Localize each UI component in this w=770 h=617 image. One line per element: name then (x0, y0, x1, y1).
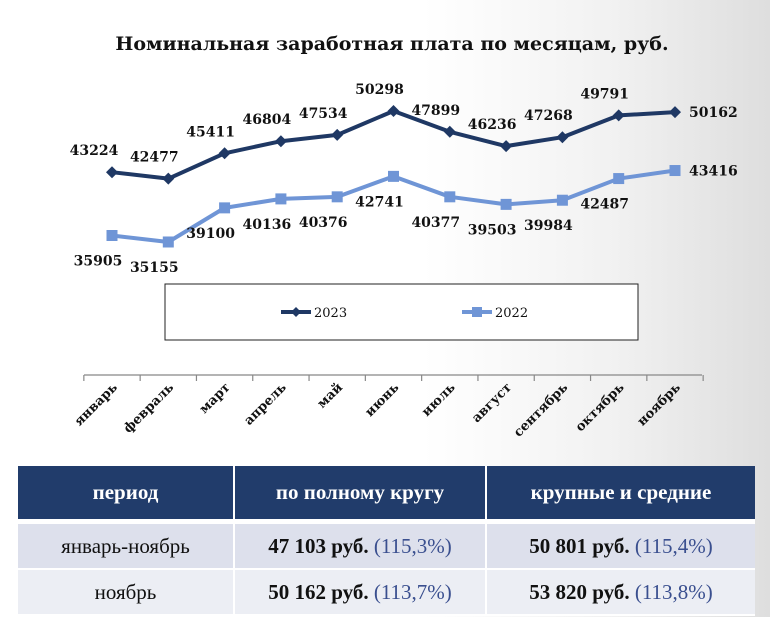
data-label-2022: 35155 (130, 260, 179, 276)
data-label-2023: 45411 (186, 124, 235, 140)
data-point-2023 (500, 140, 513, 153)
salary-line-chart: Номинальная заработная плата по месяцам,… (70, 33, 738, 440)
x-tick-label: июль (419, 380, 459, 420)
salary-summary-table: период по полному кругу крупные и средни… (18, 466, 755, 616)
x-tick-label: апрель (241, 380, 289, 428)
chart-title: Номинальная заработная плата по месяцам,… (115, 33, 668, 55)
table-row: ноябрь 50 162 руб. (113,7%) 53 820 руб. … (18, 569, 755, 616)
legend-marker-2023 (291, 307, 301, 317)
data-point-2022 (331, 191, 343, 203)
data-label-2023: 49791 (580, 86, 629, 102)
period-cell: ноябрь (18, 569, 235, 616)
legend-marker-2022 (472, 307, 482, 317)
data-label-2022: 39503 (468, 222, 517, 238)
x-tick-label: март (197, 380, 234, 417)
data-point-2023 (669, 106, 681, 119)
full-cell: 50 162 руб. (113,7%) (234, 569, 487, 616)
data-point-2023 (612, 109, 625, 122)
data-label-2023: 42477 (130, 150, 179, 166)
data-label-2022: 39100 (186, 226, 235, 242)
data-label-2022: 42487 (580, 197, 629, 213)
data-label-2023: 43224 (70, 143, 119, 159)
data-label-2023: 50298 (355, 82, 404, 98)
data-label-2023: 46236 (468, 117, 517, 133)
large-cell: 53 820 руб. (113,8%) (486, 569, 755, 616)
x-tick-label: май (315, 380, 347, 412)
x-tick-label: август (469, 380, 515, 426)
full-pct: (115,3%) (373, 533, 452, 558)
large-value: 50 801 руб. (529, 533, 630, 558)
table-row: январь-ноябрь 47 103 руб. (115,3%) 50 80… (18, 521, 755, 570)
data-label-2022: 40376 (299, 215, 348, 231)
large-pct: (113,8%) (634, 579, 713, 604)
data-point-2023 (556, 131, 569, 144)
data-label-2023: 47268 (524, 108, 573, 124)
data-point-2023 (218, 147, 231, 160)
x-tick-label: февраль (121, 380, 177, 436)
legend-box (164, 283, 639, 341)
large-value: 53 820 руб. (529, 579, 630, 604)
full-value: 50 162 руб. (268, 579, 369, 604)
data-label-2023: 47899 (411, 103, 460, 119)
header-period: период (18, 466, 235, 524)
data-point-2022 (219, 202, 231, 214)
data-label-2023: 50162 (689, 105, 738, 121)
data-label-2022: 43416 (689, 164, 738, 180)
data-label-2022: 39984 (524, 218, 573, 234)
legend-label-2022: 2022 (495, 306, 528, 321)
x-tick-label: ноябрь (635, 380, 684, 429)
data-point-2023 (387, 105, 400, 117)
large-pct: (115,4%) (634, 533, 713, 558)
data-point-2022 (106, 229, 118, 241)
data-point-2022 (556, 194, 568, 206)
x-tick-label: сентябрь (511, 380, 571, 440)
data-point-2022 (500, 198, 512, 210)
period-cell: январь-ноябрь (18, 521, 235, 570)
data-point-2022 (388, 170, 399, 182)
data-point-2023 (274, 135, 287, 148)
header-full: по полному кругу (234, 466, 487, 524)
data-point-2022 (613, 173, 625, 185)
data-point-2023 (331, 128, 344, 141)
header-large: крупные и средние (486, 466, 755, 524)
full-pct: (113,7%) (373, 579, 452, 604)
data-label-2022: 42741 (355, 194, 404, 210)
large-cell: 50 801 руб. (115,4%) (486, 521, 755, 570)
legend-label-2023: 2023 (314, 306, 347, 321)
data-point-2023 (443, 125, 456, 138)
data-point-2022 (669, 165, 681, 177)
table-header-row: период по полному кругу крупные и средни… (18, 466, 755, 524)
x-tick-label: октябрь (573, 380, 628, 435)
data-label-2022: 40377 (411, 215, 460, 231)
data-point-2022 (444, 191, 456, 203)
data-point-2022 (275, 193, 287, 205)
series-line-2023 (111, 109, 676, 181)
data-point-2023 (162, 172, 175, 185)
data-label-2022: 35905 (74, 253, 123, 269)
data-point-2023 (106, 166, 118, 179)
data-label-2023: 46804 (243, 112, 292, 128)
data-label-2022: 40136 (243, 217, 292, 233)
full-value: 47 103 руб. (268, 533, 369, 558)
data-label-2023: 47534 (299, 106, 348, 122)
data-point-2022 (162, 236, 174, 248)
full-cell: 47 103 руб. (115,3%) (234, 521, 487, 570)
x-tick-label: июнь (363, 380, 403, 420)
x-tick-label: январь (72, 380, 121, 429)
